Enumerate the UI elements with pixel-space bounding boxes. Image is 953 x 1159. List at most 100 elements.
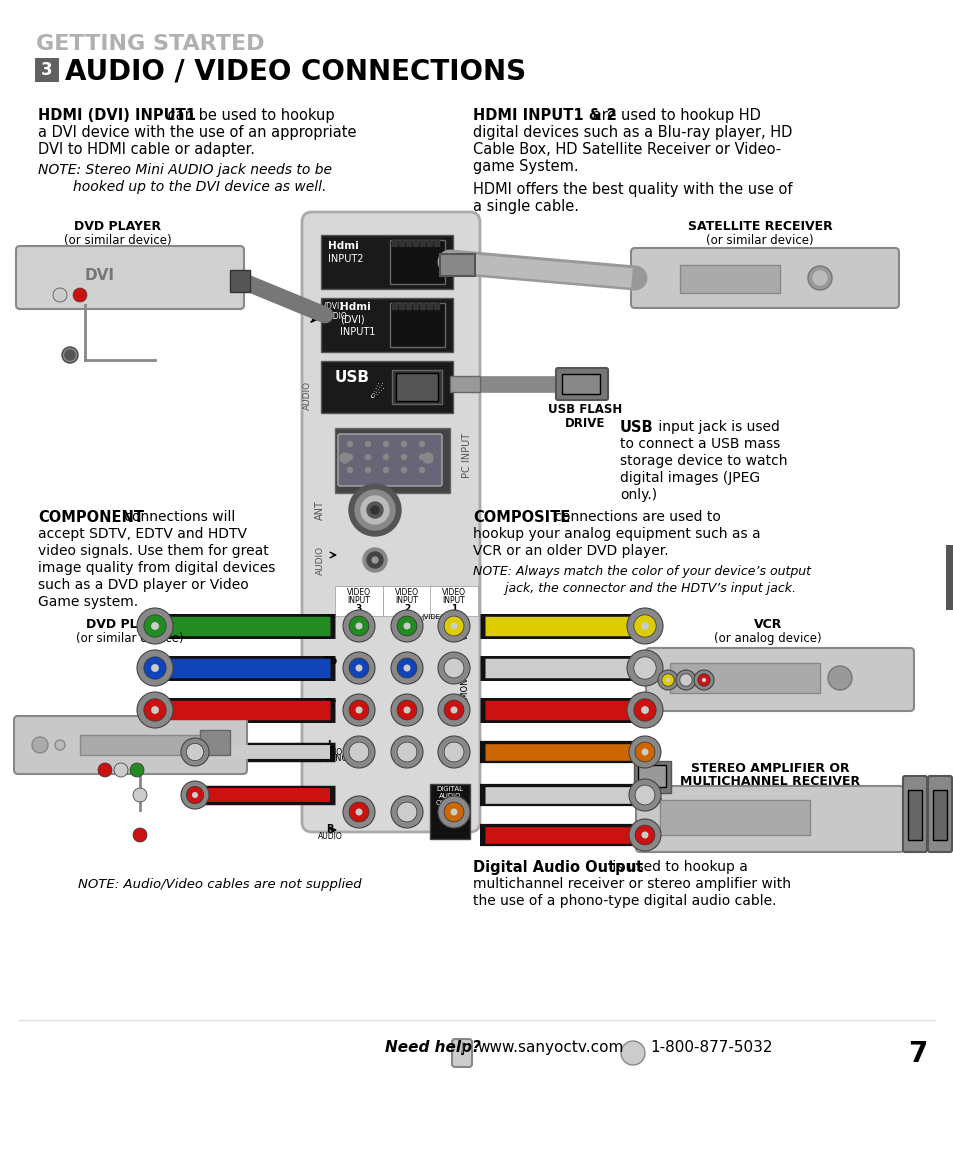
FancyBboxPatch shape: [320, 360, 453, 413]
Circle shape: [401, 454, 406, 459]
Circle shape: [679, 673, 692, 686]
Circle shape: [403, 622, 410, 629]
Text: AUDIO: AUDIO: [317, 832, 342, 841]
FancyBboxPatch shape: [902, 777, 926, 852]
Text: R: R: [326, 824, 334, 834]
Text: DVI: DVI: [85, 268, 115, 283]
Circle shape: [697, 673, 709, 686]
Circle shape: [633, 699, 656, 721]
FancyBboxPatch shape: [907, 790, 921, 840]
FancyBboxPatch shape: [556, 369, 607, 400]
Circle shape: [403, 707, 410, 714]
Text: hooked up to the DVI device as well.: hooked up to the DVI device as well.: [38, 180, 326, 194]
Circle shape: [349, 658, 369, 678]
Text: VCR or an older DVD player.: VCR or an older DVD player.: [473, 544, 668, 557]
Circle shape: [403, 749, 410, 756]
FancyBboxPatch shape: [335, 428, 450, 493]
Circle shape: [349, 802, 369, 822]
Text: USB FLASH: USB FLASH: [547, 403, 621, 416]
FancyBboxPatch shape: [450, 376, 479, 392]
Circle shape: [403, 809, 410, 816]
Text: game System.: game System.: [473, 159, 578, 174]
Text: (or similar device): (or similar device): [705, 234, 813, 247]
Text: 3: 3: [355, 604, 362, 613]
Circle shape: [137, 608, 172, 644]
Text: HDMI offers the best quality with the use of: HDMI offers the best quality with the us…: [473, 182, 792, 197]
Circle shape: [347, 454, 352, 459]
Bar: [434, 240, 438, 246]
Circle shape: [113, 763, 128, 777]
Circle shape: [383, 454, 388, 459]
Text: can be used to hookup: can be used to hookup: [163, 108, 335, 123]
Circle shape: [628, 819, 660, 851]
Text: DVI to HDMI cable or adapter.: DVI to HDMI cable or adapter.: [38, 143, 254, 156]
Text: COMPOSITE: COMPOSITE: [473, 510, 570, 525]
Text: multichannel receiver or stereo amplifier with: multichannel receiver or stereo amplifie…: [473, 877, 790, 891]
Text: to connect a USB mass: to connect a USB mass: [619, 437, 780, 451]
Text: connections will: connections will: [120, 510, 235, 524]
Circle shape: [640, 664, 648, 672]
FancyBboxPatch shape: [392, 370, 441, 404]
Circle shape: [343, 610, 375, 642]
Text: digital devices such as a Blu-ray player, HD: digital devices such as a Blu-ray player…: [473, 125, 792, 140]
Circle shape: [130, 763, 144, 777]
Text: Pr: Pr: [400, 698, 413, 708]
Circle shape: [403, 664, 410, 671]
Circle shape: [360, 496, 389, 524]
Circle shape: [372, 557, 377, 563]
Circle shape: [626, 608, 662, 644]
Text: such as a DVD player or Video: such as a DVD player or Video: [38, 578, 249, 592]
Circle shape: [437, 610, 470, 642]
Text: PC INPUT: PC INPUT: [461, 432, 472, 478]
Text: INPUT1: INPUT1: [339, 327, 375, 337]
Text: a single cable.: a single cable.: [473, 199, 578, 214]
Text: Pb: Pb: [322, 656, 336, 666]
Text: VIDEO: VIDEO: [441, 588, 465, 597]
Text: L: L: [327, 739, 333, 750]
Circle shape: [181, 781, 209, 809]
Circle shape: [437, 736, 470, 768]
Text: Cable Box, HD Satellite Receiver or Video-: Cable Box, HD Satellite Receiver or Vide…: [473, 143, 781, 156]
Circle shape: [396, 802, 416, 822]
Text: NOTE: Always match the color of your device’s output: NOTE: Always match the color of your dev…: [473, 564, 810, 578]
Circle shape: [683, 678, 687, 683]
Text: (or similar device): (or similar device): [76, 632, 184, 646]
Text: a DVI device with the use of an appropriate: a DVI device with the use of an appropri…: [38, 125, 356, 140]
Circle shape: [53, 287, 67, 302]
Text: the use of a phono-type digital audio cable.: the use of a phono-type digital audio ca…: [473, 894, 776, 907]
Text: VCR: VCR: [753, 618, 781, 630]
Text: MULTICHANNEL RECEIVER: MULTICHANNEL RECEIVER: [679, 775, 860, 788]
FancyBboxPatch shape: [200, 730, 230, 755]
Circle shape: [419, 467, 424, 473]
FancyBboxPatch shape: [230, 270, 250, 292]
Circle shape: [658, 670, 678, 690]
Circle shape: [620, 1041, 644, 1065]
Circle shape: [343, 796, 375, 828]
Circle shape: [151, 706, 159, 714]
Circle shape: [365, 454, 370, 459]
Circle shape: [396, 742, 416, 761]
Text: www.sanyoctv.com: www.sanyoctv.com: [476, 1040, 622, 1055]
FancyBboxPatch shape: [390, 240, 444, 284]
Bar: [413, 302, 417, 309]
Text: NOTE: Stereo Mini AUDIO jack needs to be: NOTE: Stereo Mini AUDIO jack needs to be: [38, 163, 332, 177]
Circle shape: [640, 749, 648, 756]
FancyBboxPatch shape: [439, 254, 475, 276]
Circle shape: [391, 796, 422, 828]
Circle shape: [355, 490, 395, 530]
Circle shape: [347, 467, 352, 473]
Circle shape: [192, 792, 198, 799]
Circle shape: [151, 622, 159, 630]
Text: Pr: Pr: [324, 698, 335, 708]
FancyBboxPatch shape: [35, 58, 59, 82]
Circle shape: [450, 809, 457, 816]
Text: SATELLITE RECEIVER: SATELLITE RECEIVER: [687, 220, 832, 233]
Circle shape: [443, 742, 463, 761]
FancyBboxPatch shape: [561, 374, 599, 394]
Bar: [427, 302, 432, 309]
Text: Y: Y: [404, 613, 409, 622]
Circle shape: [391, 694, 422, 726]
Circle shape: [812, 271, 826, 285]
Text: input jack is used: input jack is used: [654, 420, 779, 433]
Circle shape: [55, 739, 65, 750]
